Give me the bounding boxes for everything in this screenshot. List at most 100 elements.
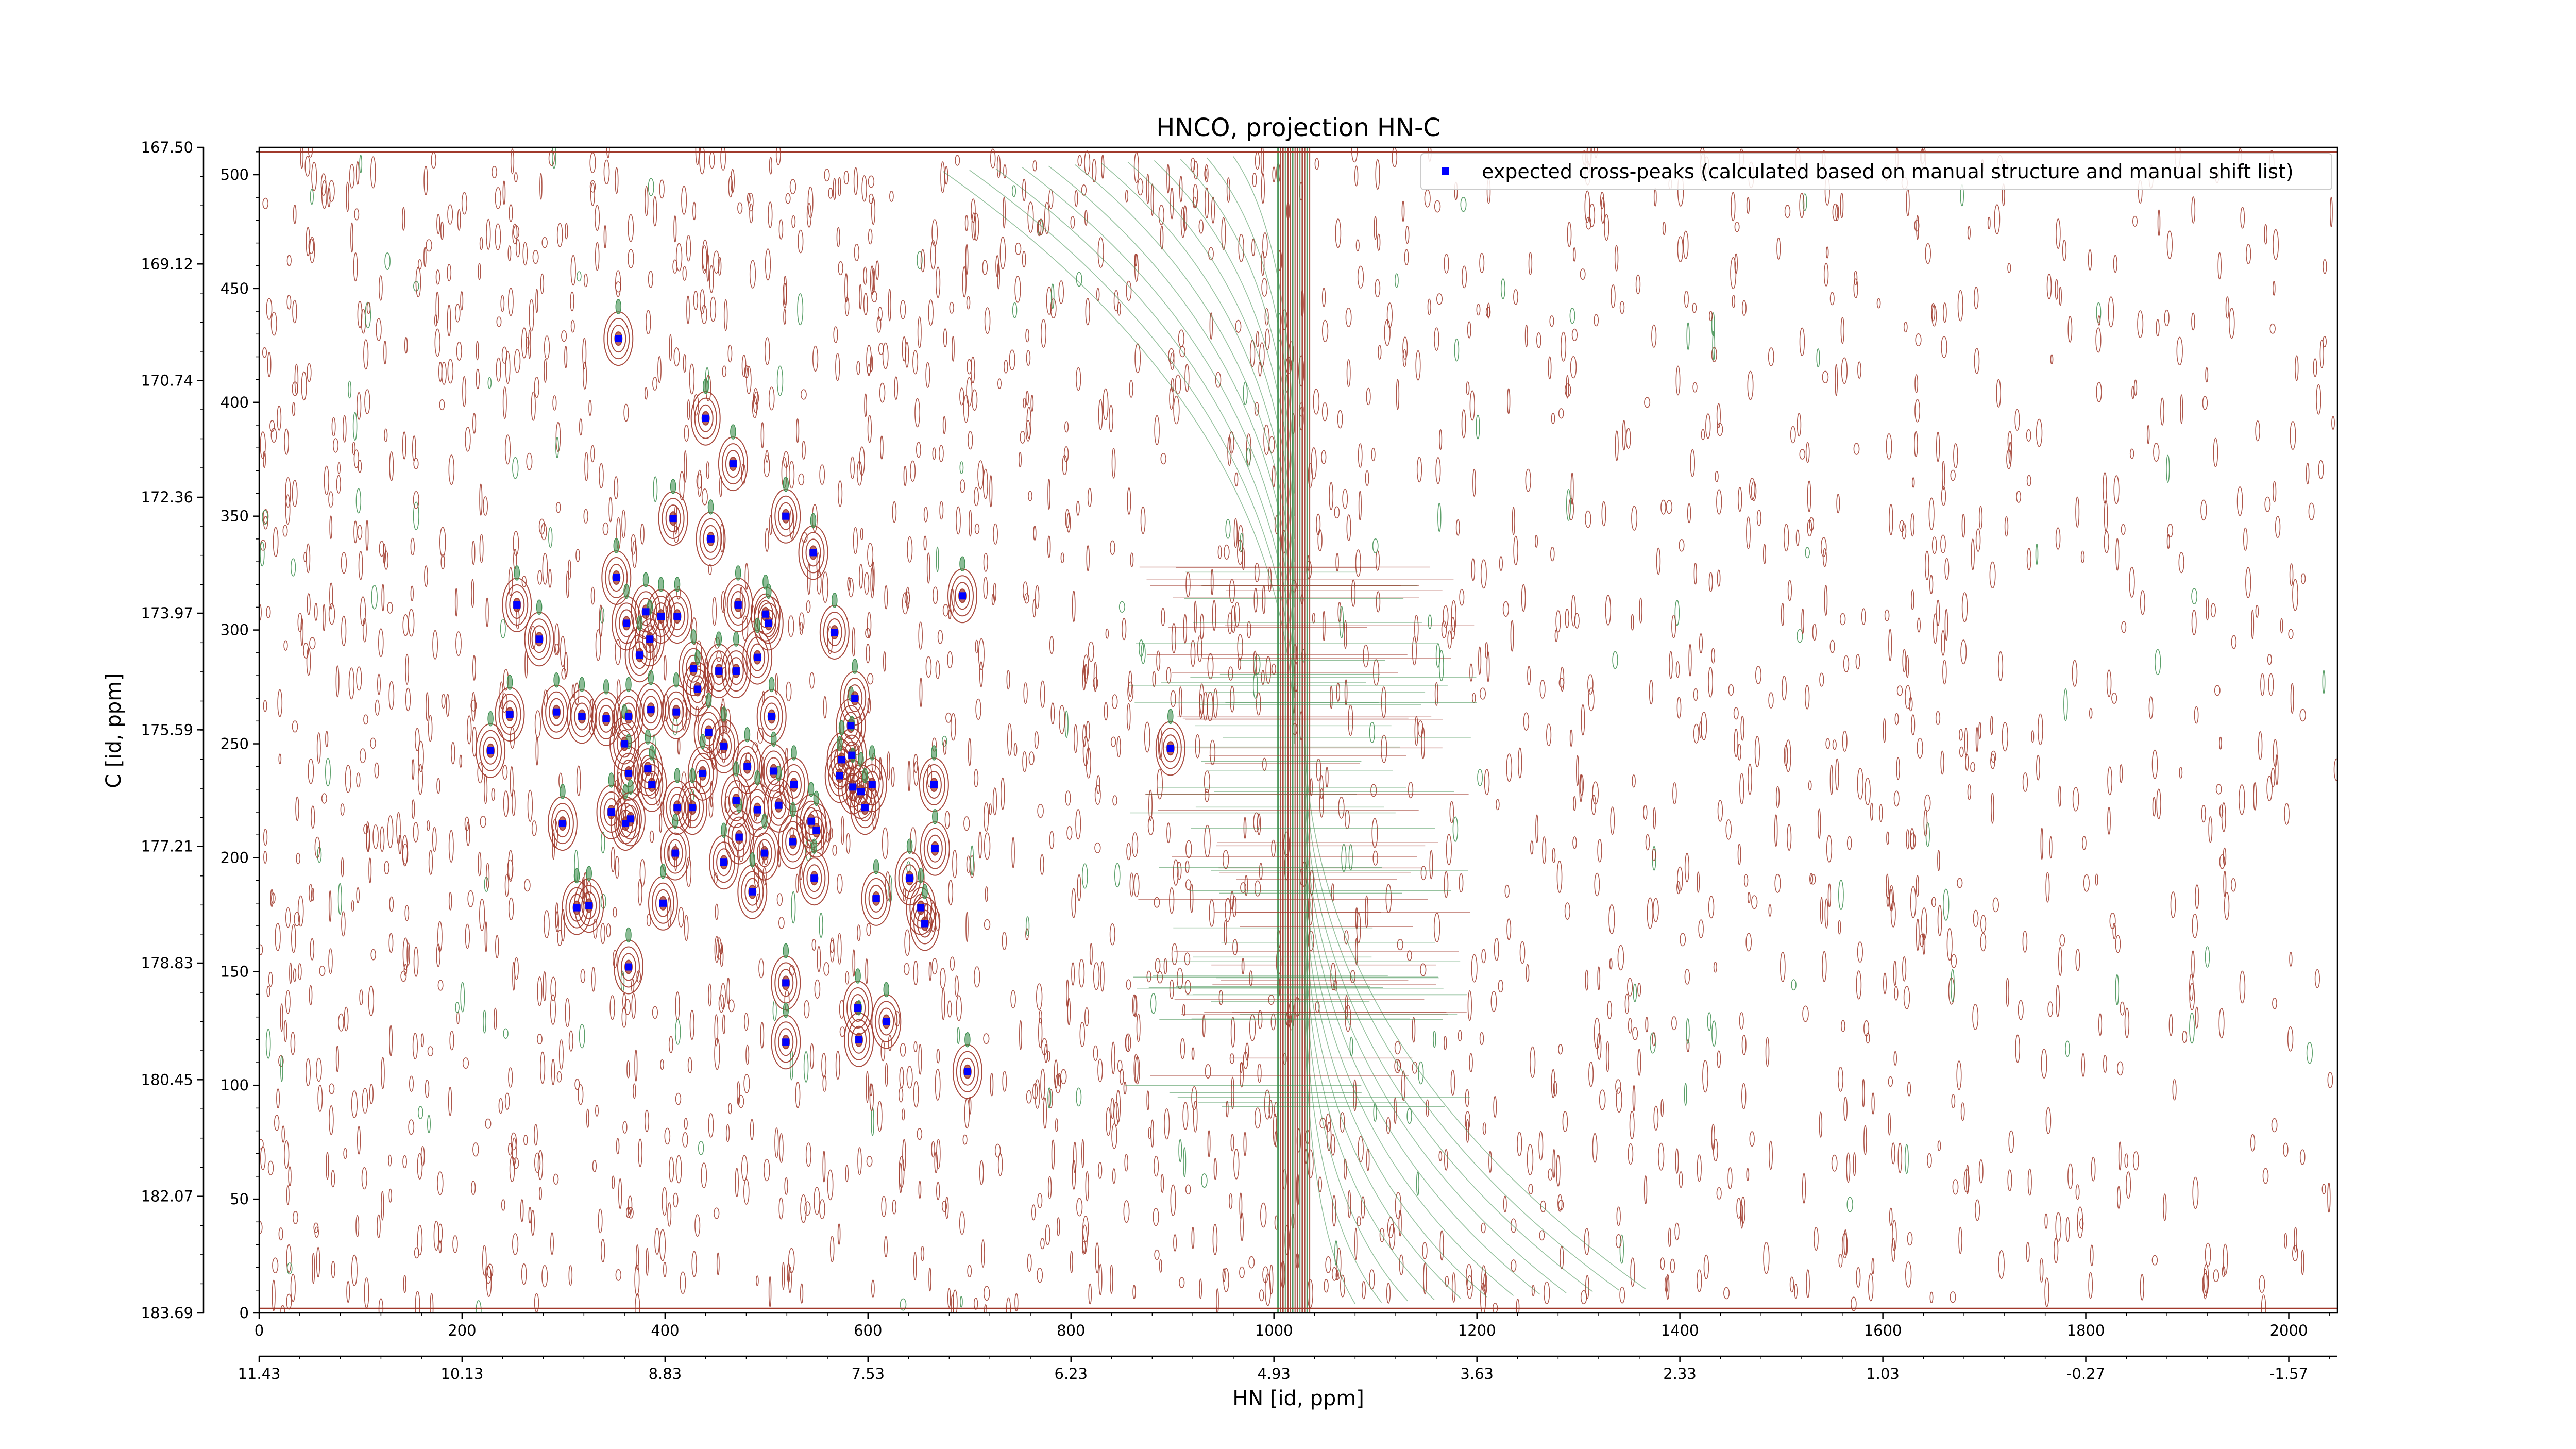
peak-contour-negative [560,784,566,799]
noise-contour [1612,651,1618,669]
noise-contour [363,824,368,835]
noise-contour [693,394,699,416]
noise-contour [692,201,697,221]
noise-contour [1645,834,1650,851]
noise-contour [410,537,415,555]
noise-contour [1816,348,1820,368]
noise-contour [1351,147,1358,163]
noise-contour [1799,449,1806,460]
noise-contour [2214,685,2221,696]
noise-contour [343,1148,347,1159]
noise-contour [783,309,786,325]
x-ppm-axis: 11.43 10.13 8.83 7.53 6.23 4.93 3.63 2.33 1.03 -0… [238,1355,2337,1383]
noise-contour [1917,737,1923,759]
noise-contour [2166,454,2170,483]
noise-contour [2022,930,2028,953]
noise-contour [1150,993,1157,1014]
solvent-stripe [259,147,2337,1313]
x-ppm-tick-label: 2.33 [1663,1365,1697,1383]
cross-peak-marker [699,769,706,777]
noise-contour [1111,1123,1117,1149]
noise-contour [942,604,949,617]
noise-contour [513,531,519,556]
y-tick-label: 450 [221,280,249,297]
noise-contour [1749,1131,1755,1147]
noise-contour [341,615,347,646]
noise-contour [561,909,565,942]
noise-contour [1627,978,1633,997]
noise-contour [2316,384,2321,415]
cross-peak-marker [690,665,697,672]
noise-contour [628,249,634,268]
noise-contour [1311,447,1317,480]
noise-contour [351,900,354,912]
noise-contour [603,225,607,249]
peak-contour [617,946,640,988]
noise-contour [335,665,340,698]
y-tick-label: 300 [221,621,249,639]
noise-contour [799,612,805,631]
noise-contour [1569,308,1575,324]
noise-contour [1171,943,1178,965]
stripe-band [1304,971,1355,1304]
noise-contour [1703,1254,1709,1279]
noise-contour [1043,1097,1047,1129]
peak-contour [778,1028,794,1056]
noise-contour [263,451,266,468]
noise-contour [1697,1269,1702,1292]
noise-contour [300,618,304,646]
noise-contour [1023,397,1026,409]
noise-contour [2243,527,2248,551]
noise-contour [1066,513,1071,533]
noise-contour [1028,751,1035,765]
noise-contour [994,1143,1001,1158]
peak-contour [724,780,748,821]
noise-contour [595,205,600,231]
noise-contour [2081,836,2087,850]
noise-contour [1466,1263,1472,1290]
peak-contour [806,864,822,892]
cross-peak-marker [831,629,838,636]
noise-contour [379,541,384,557]
noise-contour [1802,1173,1806,1204]
noise-contour [708,1113,714,1138]
noise-contour [1906,829,1910,850]
noise-contour [675,243,683,272]
noise-contour [2026,548,2031,570]
noise-contour [1481,949,1486,964]
noise-contour [1931,536,1937,554]
noise-contour [1614,245,1619,272]
noise-contour [1395,1192,1402,1220]
noise-contour [471,579,474,608]
noise-contour [1903,986,1910,1009]
noise-contour [1863,1125,1867,1156]
noise-contour [350,222,353,253]
noise-contour [1191,1226,1195,1249]
noise-contour [2284,1233,2287,1249]
noise-contour [276,1088,280,1109]
noise-contour [1243,1132,1247,1156]
noise-contour [978,831,982,859]
noise-contour [1551,1069,1556,1099]
noise-contour [1460,197,1467,212]
noise-contour [1195,734,1200,759]
noise-contour [731,169,735,193]
noise-contour [1093,1045,1098,1062]
x-ppm-tick-label: 11.43 [238,1365,280,1383]
peak-contour-negative [761,813,768,829]
noise-contour [1335,553,1339,572]
noise-contour [1709,311,1713,322]
noise-contour [377,673,381,695]
noise-contour [487,377,492,389]
noise-contour [1471,558,1476,581]
noise-contour [1916,918,1920,951]
noise-contour [267,352,272,377]
noise-contour [806,203,812,228]
noise-contour [1261,251,1265,276]
noise-contour [904,963,910,975]
noise-contour [2266,776,2273,801]
noise-contour [867,673,874,685]
noise-contour [1190,883,1194,913]
cross-peak-marker [702,414,709,422]
noise-contour [844,273,848,303]
